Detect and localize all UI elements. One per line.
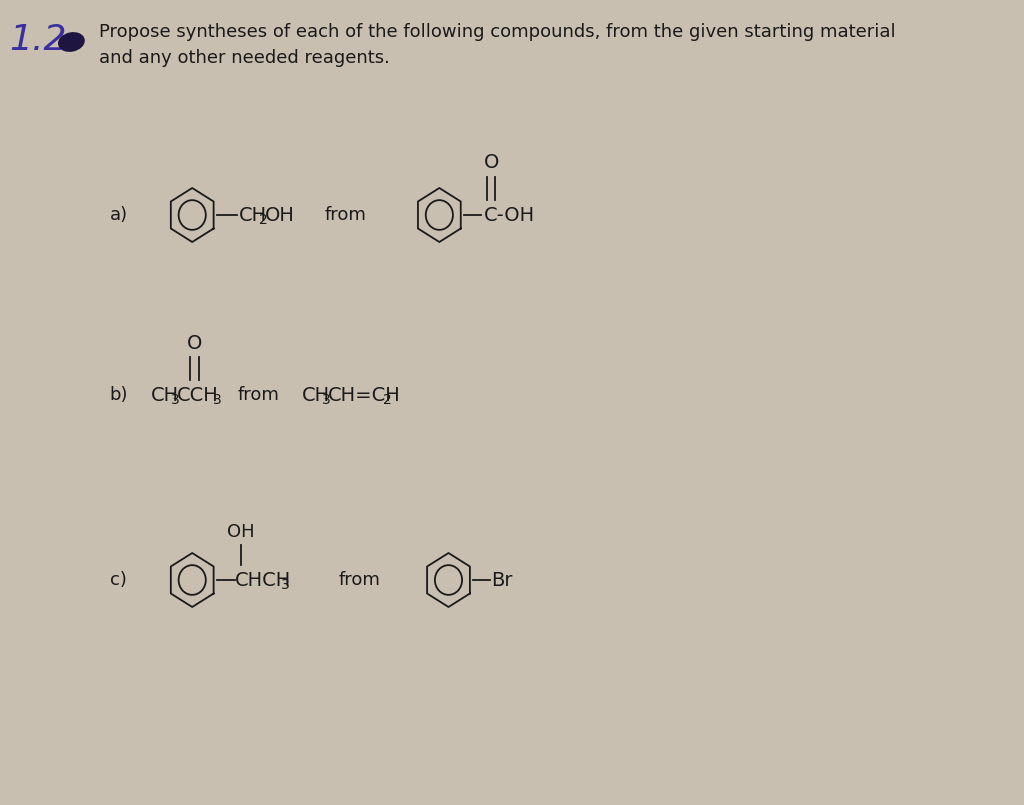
Text: Propose syntheses of each of the following compounds, from the given starting ma: Propose syntheses of each of the followi… — [99, 23, 895, 41]
Text: C-OH: C-OH — [484, 205, 536, 225]
Text: 2: 2 — [383, 393, 391, 407]
Text: 3: 3 — [323, 393, 331, 407]
Text: 3: 3 — [213, 393, 222, 407]
Text: CH: CH — [302, 386, 330, 404]
Text: OH: OH — [227, 523, 255, 541]
Text: from: from — [325, 206, 367, 224]
Text: b): b) — [110, 386, 128, 404]
Text: CHCH: CHCH — [236, 571, 292, 589]
Text: and any other needed reagents.: and any other needed reagents. — [99, 49, 390, 67]
Text: OH: OH — [264, 205, 294, 225]
Text: 3: 3 — [171, 393, 180, 407]
Text: CH: CH — [239, 205, 267, 225]
Text: 3: 3 — [281, 578, 290, 592]
Text: O: O — [483, 154, 500, 172]
Text: Br: Br — [492, 571, 513, 589]
Text: 1.2: 1.2 — [9, 23, 67, 57]
Text: from: from — [238, 386, 280, 404]
Text: 2: 2 — [259, 213, 268, 227]
Text: CH=CH: CH=CH — [328, 386, 400, 404]
Text: c): c) — [110, 571, 127, 589]
Text: from: from — [339, 571, 381, 589]
Text: a): a) — [110, 206, 128, 224]
Ellipse shape — [58, 33, 84, 52]
Text: CH: CH — [151, 386, 179, 404]
Text: CCH: CCH — [177, 386, 218, 404]
Text: O: O — [187, 333, 203, 353]
